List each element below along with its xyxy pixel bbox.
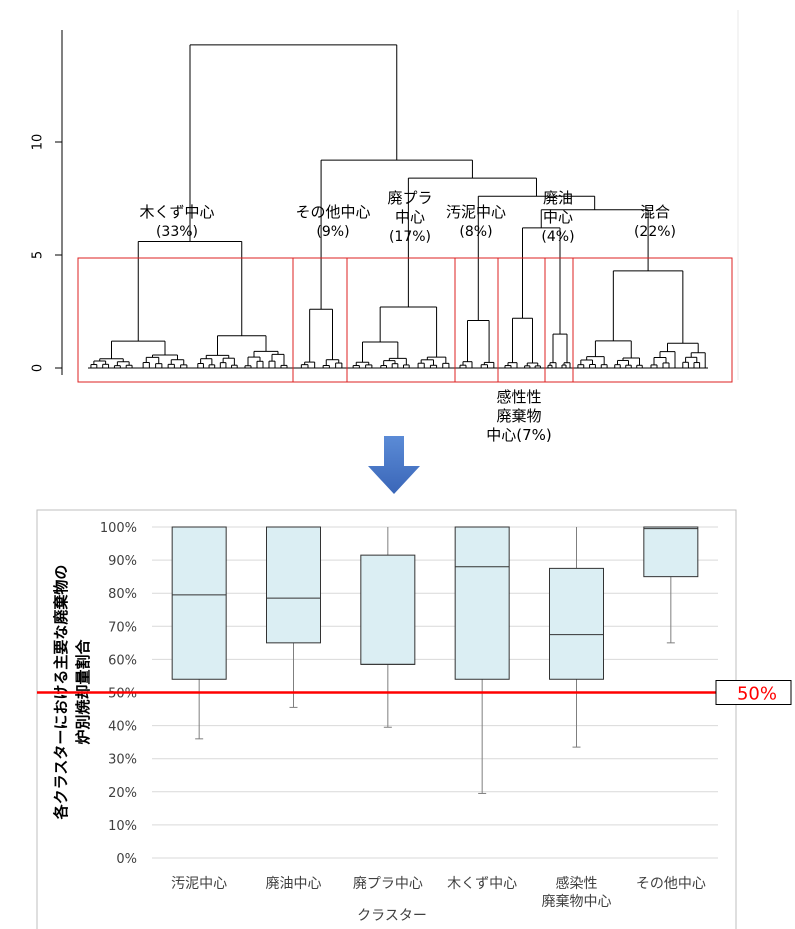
svg-text:廃プラ中心: 廃プラ中心 — [353, 875, 423, 892]
y-tick-label: 30% — [108, 753, 137, 768]
box-iqr — [643, 526, 699, 578]
dendrogram-tick-label: 10 — [31, 134, 46, 151]
boxplot-gridlines — [152, 526, 718, 859]
box-iqr — [171, 526, 227, 680]
cluster-label: 木くず中心 (33%) — [139, 203, 214, 240]
svg-text:混合: 混合 — [640, 203, 670, 221]
boxplot: 0% 10% 20% 30% 40% 50% 60% 70% 80% 90% 100% 汚泥中心 廃油… — [36, 509, 792, 929]
boxplot-y-ticks: 0% 10% 20% 30% 40% 50% 60% 70% 80% 90% 100% — [100, 521, 137, 867]
y-tick-label: 70% — [108, 620, 137, 635]
box-iqr — [549, 567, 604, 680]
svg-text:廃棄物: 廃棄物 — [496, 407, 541, 425]
y-tick-label: 60% — [108, 653, 137, 668]
y-tick-label: 0% — [116, 852, 137, 867]
box-6 — [643, 526, 699, 644]
cluster-label: 廃油中心 (4%) — [541, 189, 574, 245]
box-3 — [360, 527, 416, 728]
cluster-label: 汚泥中心 (8%) — [446, 203, 506, 240]
cluster-share: (17%) — [389, 229, 431, 245]
cluster-share: (33%) — [156, 224, 198, 240]
y-tick-label: 50% — [108, 687, 137, 702]
x-tick-label: その他中心 — [636, 876, 706, 892]
dendrogram-tree — [88, 44, 708, 369]
boxplot-x-axis-label: クラスター — [357, 908, 427, 924]
svg-text:廃油: 廃油 — [543, 189, 573, 207]
box-2 — [266, 526, 321, 708]
y-tick-label: 80% — [108, 587, 137, 602]
boxplot-frame — [36, 509, 737, 929]
svg-text:その他中心: その他中心 — [636, 876, 706, 892]
svg-text:木くず中心: 木くず中心 — [447, 876, 517, 892]
y-tick-label: 40% — [108, 720, 137, 735]
box-iqr — [360, 554, 416, 665]
svg-text:汚泥中心: 汚泥中心 — [446, 203, 506, 221]
y-tick-label: 20% — [108, 786, 137, 801]
threshold-label-box — [715, 680, 792, 705]
dendrogram-tick-label: 0 — [31, 364, 46, 372]
cluster-share: (4%) — [541, 229, 574, 245]
x-tick-label: 木くず中心 — [447, 876, 517, 892]
svg-text:木くず中心: 木くず中心 — [139, 203, 214, 221]
box-4 — [454, 526, 510, 794]
svg-text:その他中心: その他中心 — [295, 203, 370, 221]
y-tick-label: 100% — [100, 521, 137, 536]
cluster-label: その他中心 (9%) — [295, 203, 370, 240]
svg-text:中心(7%): 中心(7%) — [486, 426, 552, 444]
down-arrow-icon — [368, 436, 420, 494]
box-1 — [171, 526, 227, 740]
svg-text:廃油中心: 廃油中心 — [266, 875, 322, 892]
cluster-labels: 木くず中心(33%)その他中心(9%)廃プラ中心(17%)汚泥中心(8%)感性性… — [139, 189, 676, 444]
boxplot-boxes — [171, 526, 699, 794]
threshold-line-50: 50% — [37, 680, 792, 705]
dendrogram-tick-label: 5 — [31, 251, 46, 259]
cluster-label: 廃プラ中心 (17%) — [387, 189, 432, 245]
x-tick-label: 廃油中心 — [266, 875, 322, 892]
x-tick-label: 廃プラ中心 — [353, 875, 423, 892]
svg-text:感性性: 感性性 — [496, 388, 541, 406]
svg-text:感染性: 感染性 — [556, 875, 598, 892]
cluster-share: (8%) — [459, 224, 492, 240]
cluster-box-outer — [77, 257, 733, 383]
dendrogram-y-ticks: 0 5 10 — [31, 134, 62, 372]
svg-text:中心: 中心 — [543, 208, 573, 226]
cluster-label: 混合 (22%) — [634, 203, 676, 240]
cluster-boxes — [77, 257, 733, 383]
cluster-share: (22%) — [634, 224, 676, 240]
box-iqr — [266, 526, 321, 644]
svg-text:廃プラ: 廃プラ — [387, 189, 432, 207]
svg-text:汚泥中心: 汚泥中心 — [171, 876, 227, 892]
cluster-share: (9%) — [316, 224, 349, 240]
y-tick-label: 90% — [108, 554, 137, 569]
threshold-label: 50% — [737, 684, 777, 705]
box-5 — [549, 527, 604, 748]
x-tick-label: 汚泥中心 — [171, 876, 227, 892]
svg-text:中心: 中心 — [395, 208, 425, 226]
svg-text:廃棄物中心: 廃棄物中心 — [542, 893, 612, 910]
box-iqr — [454, 526, 510, 680]
y-tick-label: 10% — [108, 819, 137, 834]
